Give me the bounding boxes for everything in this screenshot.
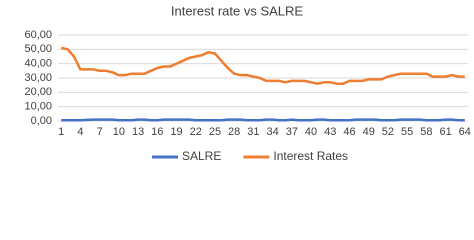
y-tick-label: 60,00 [24, 29, 52, 41]
x-tick-label: 31 [247, 126, 259, 138]
x-tick-label: 46 [343, 126, 355, 138]
x-tick-label: 58 [420, 126, 432, 138]
x-tick-label: 19 [170, 126, 182, 138]
y-tick-label: 50,00 [24, 43, 52, 55]
data-line [61, 118, 465, 122]
x-tick-label: 1 [58, 126, 64, 138]
x-tick-label: 22 [190, 126, 202, 138]
x-tick-label: 7 [97, 126, 103, 138]
y-tick-label: 10,00 [24, 101, 52, 113]
x-tick-label: 52 [382, 126, 394, 138]
x-tick-label: 64 [459, 126, 471, 138]
y-tick-label: 0,00 [31, 115, 52, 127]
x-tick-label: 13 [132, 126, 144, 138]
x-tick-label: 37 [286, 126, 298, 138]
x-tick-label: 40 [305, 126, 317, 138]
x-tick-label: 4 [77, 126, 83, 138]
x-tick-label: 25 [209, 126, 221, 138]
y-tick-label: 40,00 [24, 58, 52, 70]
data-line [60, 46, 465, 85]
legend-label: SALRE [182, 149, 221, 163]
chart-title: Interest rate vs SALRE [171, 3, 304, 18]
x-tick-label: 43 [324, 126, 336, 138]
x-tick-label: 49 [363, 126, 375, 138]
y-tick-label: 30,00 [24, 72, 52, 84]
y-tick-label: 20,00 [24, 86, 52, 98]
x-tick-label: 55 [401, 126, 413, 138]
x-tick-label: 34 [266, 126, 278, 138]
x-tick-label: 10 [113, 126, 125, 138]
x-tick-label: 16 [151, 126, 163, 138]
legend-label: Interest Rates [273, 149, 348, 163]
x-tick-label: 28 [228, 126, 240, 138]
chart: Interest rate vs SALRE 0,00 10,00 20,00 30,… [24, 3, 471, 163]
x-tick-label: 61 [439, 126, 451, 138]
